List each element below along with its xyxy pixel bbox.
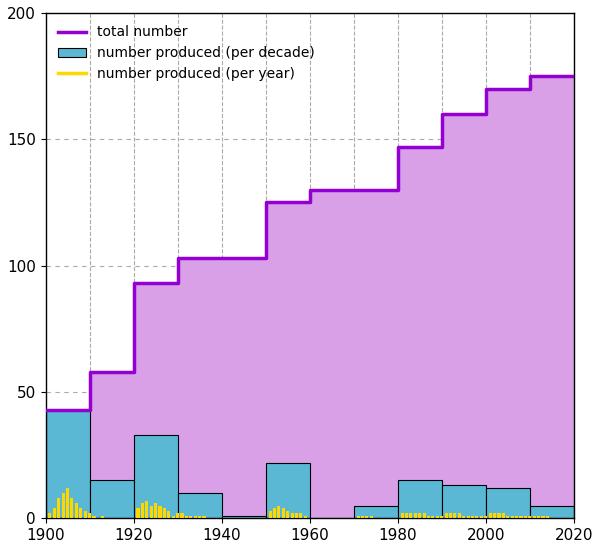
Bar bbox=[286, 511, 289, 518]
Bar bbox=[414, 513, 417, 518]
Bar bbox=[530, 505, 574, 518]
Bar bbox=[145, 500, 148, 518]
Bar bbox=[290, 513, 293, 518]
Bar bbox=[422, 513, 425, 518]
Bar bbox=[445, 513, 448, 518]
Bar bbox=[353, 505, 398, 518]
Bar bbox=[520, 516, 523, 518]
Bar bbox=[83, 511, 87, 518]
Bar bbox=[277, 505, 280, 518]
Bar bbox=[475, 516, 478, 518]
Bar bbox=[546, 516, 549, 518]
Bar bbox=[365, 516, 368, 518]
Bar bbox=[194, 516, 197, 518]
Bar bbox=[163, 508, 166, 518]
Bar bbox=[431, 516, 434, 518]
Bar bbox=[304, 516, 307, 518]
Bar bbox=[154, 503, 157, 518]
Bar bbox=[467, 516, 470, 518]
Bar bbox=[167, 511, 170, 518]
Bar bbox=[49, 513, 52, 518]
Bar bbox=[79, 508, 82, 518]
Bar bbox=[295, 513, 298, 518]
Bar bbox=[511, 516, 514, 518]
Bar bbox=[486, 488, 530, 518]
Bar bbox=[53, 508, 56, 518]
Bar bbox=[442, 486, 486, 518]
Bar bbox=[409, 513, 412, 518]
Bar bbox=[75, 503, 78, 518]
Bar bbox=[176, 513, 179, 518]
Legend: total number, number produced (per decade), number produced (per year): total number, number produced (per decad… bbox=[52, 20, 320, 87]
Bar bbox=[178, 493, 221, 518]
Bar bbox=[427, 516, 430, 518]
Bar bbox=[89, 481, 134, 518]
Bar bbox=[70, 498, 73, 518]
Bar bbox=[269, 511, 272, 518]
Bar bbox=[136, 508, 140, 518]
Bar bbox=[484, 516, 487, 518]
Bar bbox=[506, 516, 509, 518]
Bar bbox=[266, 463, 310, 518]
Bar bbox=[361, 516, 364, 518]
Bar bbox=[189, 516, 193, 518]
Bar bbox=[436, 516, 439, 518]
Bar bbox=[141, 503, 144, 518]
Bar bbox=[88, 513, 91, 518]
Bar bbox=[541, 516, 545, 518]
Bar bbox=[488, 513, 492, 518]
Bar bbox=[480, 516, 483, 518]
Bar bbox=[299, 513, 302, 518]
Bar bbox=[172, 516, 175, 518]
Bar bbox=[493, 513, 496, 518]
Bar bbox=[92, 516, 95, 518]
Bar bbox=[449, 513, 452, 518]
Bar bbox=[524, 516, 527, 518]
Bar bbox=[528, 516, 532, 518]
Bar bbox=[101, 516, 104, 518]
Bar bbox=[158, 505, 161, 518]
Bar bbox=[401, 513, 404, 518]
Bar bbox=[515, 516, 518, 518]
Bar bbox=[398, 481, 442, 518]
Bar bbox=[537, 516, 540, 518]
Bar bbox=[57, 498, 60, 518]
Bar bbox=[221, 516, 266, 518]
Bar bbox=[202, 516, 206, 518]
Bar bbox=[458, 513, 461, 518]
Bar bbox=[370, 516, 373, 518]
Bar bbox=[405, 513, 408, 518]
Bar bbox=[440, 516, 443, 518]
Bar bbox=[62, 493, 65, 518]
Bar bbox=[454, 513, 457, 518]
Bar bbox=[497, 513, 500, 518]
Bar bbox=[356, 516, 359, 518]
Bar bbox=[198, 516, 201, 518]
Bar bbox=[471, 516, 474, 518]
Bar bbox=[418, 513, 421, 518]
Bar bbox=[533, 516, 536, 518]
Bar bbox=[273, 508, 276, 518]
Bar bbox=[185, 516, 188, 518]
Bar bbox=[181, 513, 184, 518]
Bar bbox=[462, 516, 465, 518]
Bar bbox=[282, 508, 285, 518]
Bar bbox=[66, 488, 69, 518]
Bar bbox=[502, 513, 505, 518]
Bar bbox=[134, 435, 178, 518]
Bar bbox=[149, 505, 153, 518]
Bar bbox=[46, 410, 89, 518]
